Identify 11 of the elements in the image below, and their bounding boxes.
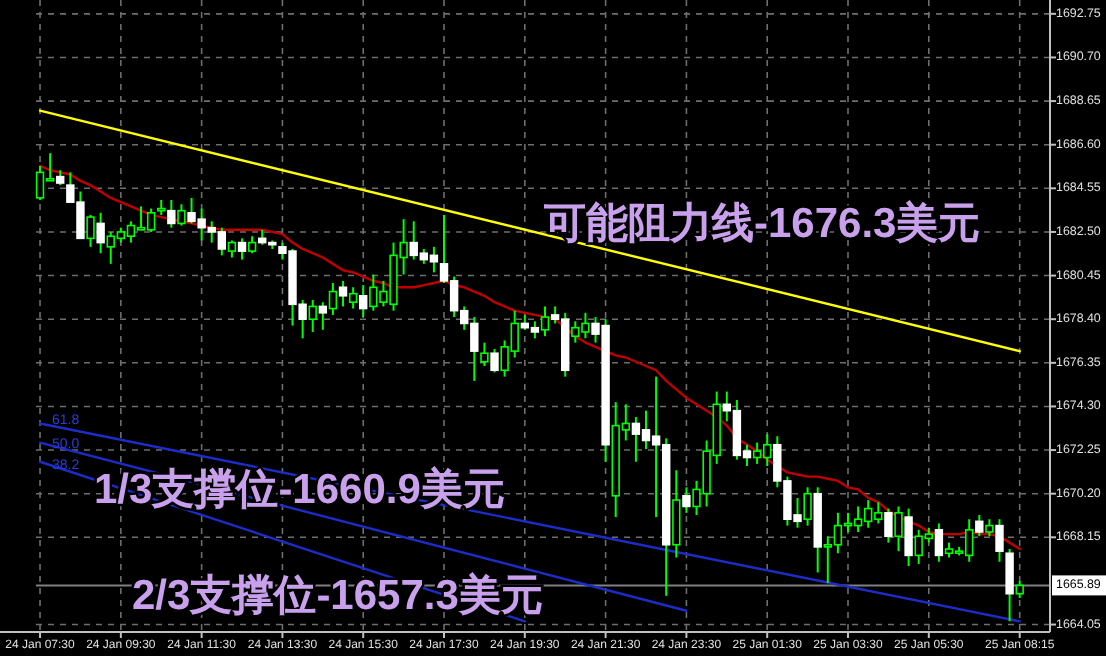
- candlestick: [480, 341, 489, 368]
- candlestick: [308, 299, 317, 333]
- candlestick: [894, 505, 903, 553]
- candlestick: [348, 286, 358, 310]
- candlestick: [672, 469, 681, 559]
- candlestick: [86, 213, 95, 248]
- candlestick: [328, 282, 338, 316]
- candlestick: [177, 203, 186, 227]
- candlestick: [540, 305, 550, 338]
- candlestick: [803, 486, 812, 527]
- annotation: 可能阻力线-1676.3美元: [542, 199, 981, 247]
